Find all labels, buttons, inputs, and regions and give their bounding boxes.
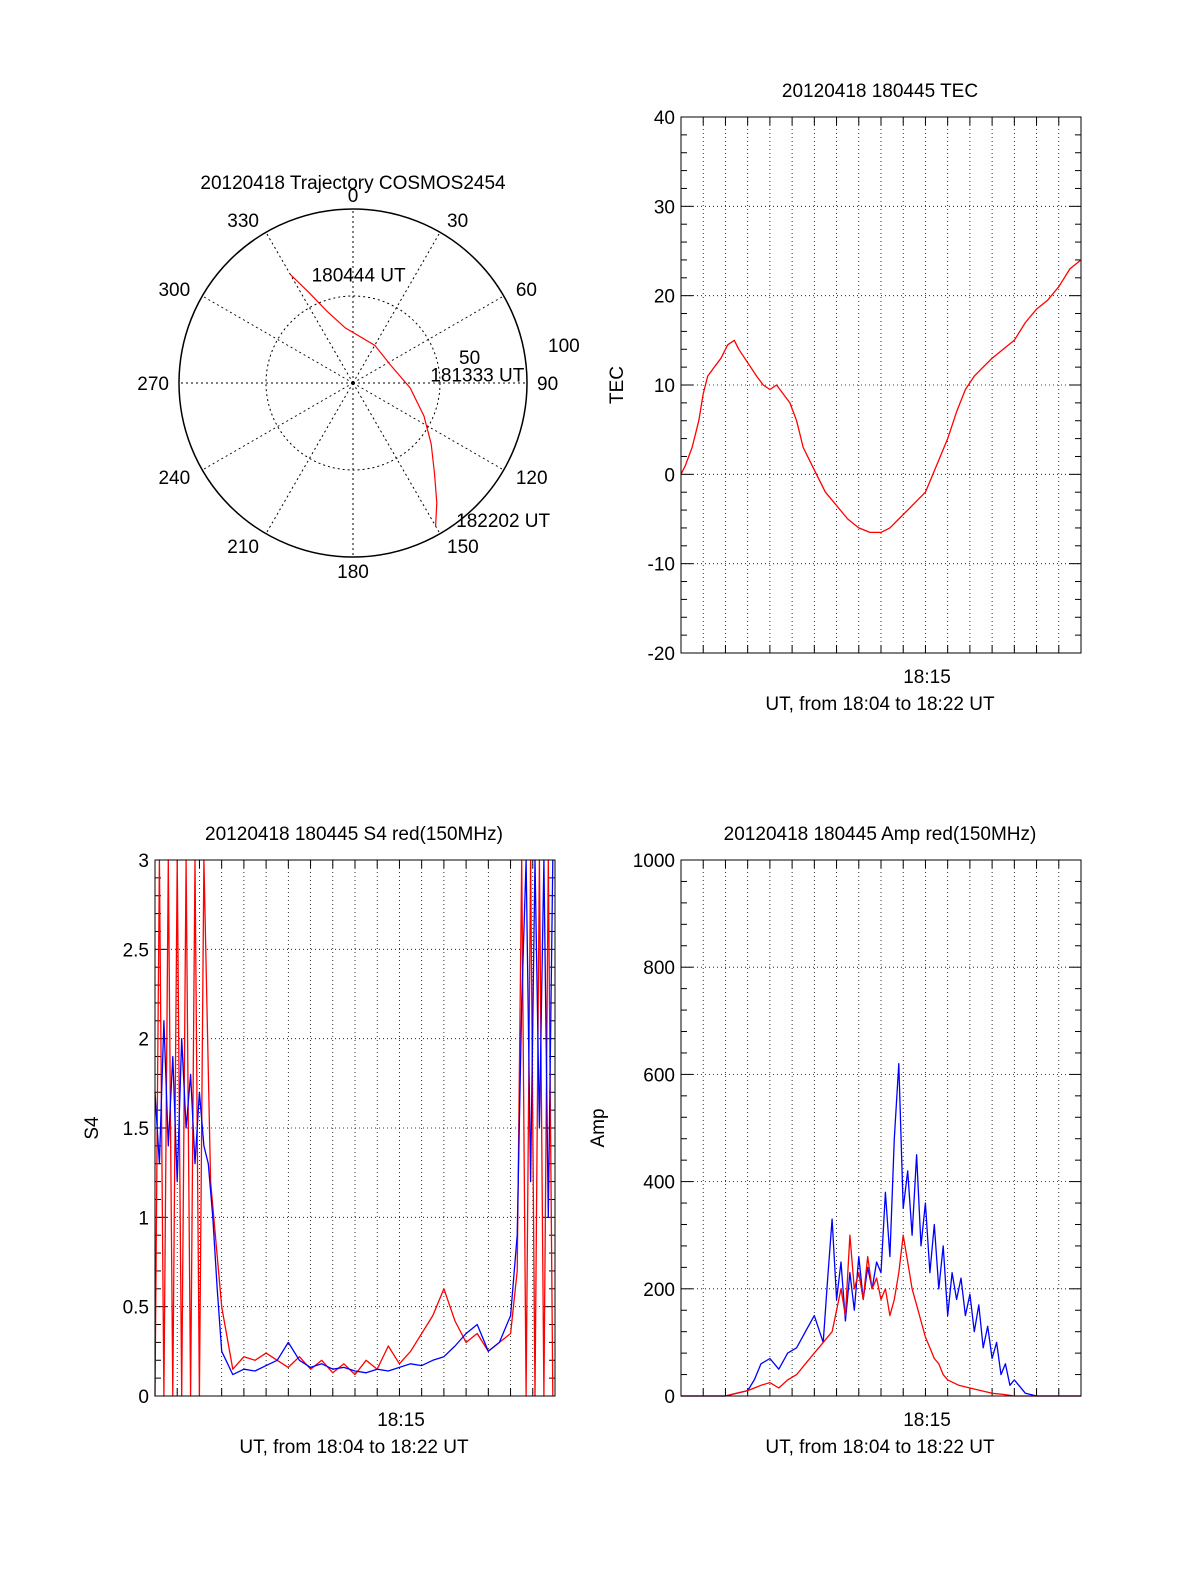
y-tick-label: 800 [643,958,675,979]
y-tick-label: 2 [138,1030,149,1051]
polar-spoke [202,295,354,384]
y-tick-label: 0 [664,465,675,486]
y-tick-label: 3 [138,851,149,872]
polar-title: 20120418 Trajectory COSMOS2454 [200,173,506,194]
tec-series [680,259,1082,534]
y-tick-label: 600 [643,1065,675,1086]
y-tick-label: 10 [654,376,675,397]
y-tick-label: 0.5 [123,1298,149,1319]
polar-angle-label: 300 [158,280,190,301]
y-tick-label: 200 [643,1280,675,1301]
series-line-blue [154,859,554,1376]
polar-angle-label: 240 [158,468,190,489]
polar-time-annotation: 181333 UT [430,365,524,386]
polar-spoke [202,382,354,471]
tec-x-tick-label: 18:15 [903,667,951,688]
amp-x-axis-label: UT, from 18:04 to 18:22 UT [765,1437,995,1458]
polar-trajectory-series [289,274,438,527]
polar-spoke [265,232,354,384]
polar-outer-ring [178,208,528,558]
series-line-blue [681,1063,1081,1397]
amp-panel: 20120418 180445 Amp red(150MHz) 0 200 400 6… [588,824,1082,1458]
polar-time-annotation: 182202 UT [456,511,550,532]
tec-title: 20120418 180445 TEC [782,81,978,102]
amp-series [681,1063,1081,1397]
polar-angle-label: 330 [227,211,259,232]
tec-plot-frame [680,116,1082,654]
y-tick-label: 0 [138,1387,149,1408]
y-tick-label: -20 [648,644,675,665]
s4-series [154,859,554,1397]
polar-angle-labels: 0 30 60 90 120 150 180 210 240 270 300 330 [137,186,558,583]
polar-angle-label: 30 [447,211,468,232]
polar-angle-label: 210 [227,537,259,558]
y-tick-label: 0 [664,1387,675,1408]
tec-y-axis-label: TEC [607,366,628,404]
polar-angle-label: 60 [516,280,537,301]
polar-angle-label: 150 [447,537,479,558]
polar-angle-label: 90 [537,374,558,395]
amp-plot-frame [680,859,1082,1397]
polar-radial-label: 50 [459,348,480,369]
s4-x-axis-label: UT, from 18:04 to 18:22 UT [239,1437,469,1458]
s4-panel: 20120418 180445 S4 red(150MHz) 0 0.5 1 1.5 2… [82,824,556,1458]
y-tick-label: 40 [654,108,675,129]
s4-y-tick-labels: 0 0.5 1 1.5 2 2.5 3 [123,851,149,1408]
tec-panel: 20120418 180445 TEC -20 -10 0 10 20 30 40 18:1… [607,81,1082,715]
polar-panel: 20120418 Trajectory COSMOS2454 0 30 60 90 12… [137,173,579,583]
polar-annotations: 180444 UT 181333 UT 182202 UT [312,265,551,532]
amp-x-tick-label: 18:15 [903,1410,951,1431]
y-tick-label: 20 [654,287,675,308]
series-line-red [154,859,554,1397]
amp-y-tick-labels: 0 200 400 600 800 1000 [633,851,675,1408]
polar-radial-labels: 50 100 [459,336,580,369]
y-tick-label: 1000 [633,851,675,872]
amp-title: 20120418 180445 Amp red(150MHz) [724,824,1037,845]
polar-angle-label: 120 [516,468,548,489]
series-line-red [680,259,1082,534]
s4-plot-frame [154,859,556,1397]
polar-spoke [352,382,441,534]
tec-grid [681,116,1081,654]
s4-grid [155,859,555,1397]
y-tick-label: 30 [654,197,675,218]
polar-angle-label: 0 [348,186,359,207]
s4-title: 20120418 180445 S4 red(150MHz) [205,824,503,845]
tec-x-axis-label: UT, from 18:04 to 18:22 UT [765,694,995,715]
y-tick-label: 400 [643,1173,675,1194]
amp-grid [681,859,1081,1397]
polar-spoke [352,295,504,384]
polar-angle-label: 180 [337,562,369,583]
y-tick-label: 2.5 [123,940,149,961]
y-tick-label: -10 [648,555,675,576]
polar-trajectory-line [289,274,438,527]
tec-y-tick-labels: -20 -10 0 10 20 30 40 [648,108,675,665]
polar-spoke [265,382,354,534]
polar-angle-label: 270 [137,374,169,395]
polar-spoke [352,232,441,384]
polar-time-annotation: 180444 UT [312,265,406,286]
s4-x-tick-label: 18:15 [377,1410,425,1431]
y-tick-label: 1.5 [123,1119,149,1140]
polar-spoke [352,382,504,471]
series-line-red [681,1234,1081,1397]
polar-grid [178,208,528,558]
amp-y-axis-label: Amp [588,1108,609,1147]
polar-radial-label: 100 [548,336,580,357]
s4-y-axis-label: S4 [82,1116,103,1140]
y-tick-label: 1 [138,1208,149,1229]
